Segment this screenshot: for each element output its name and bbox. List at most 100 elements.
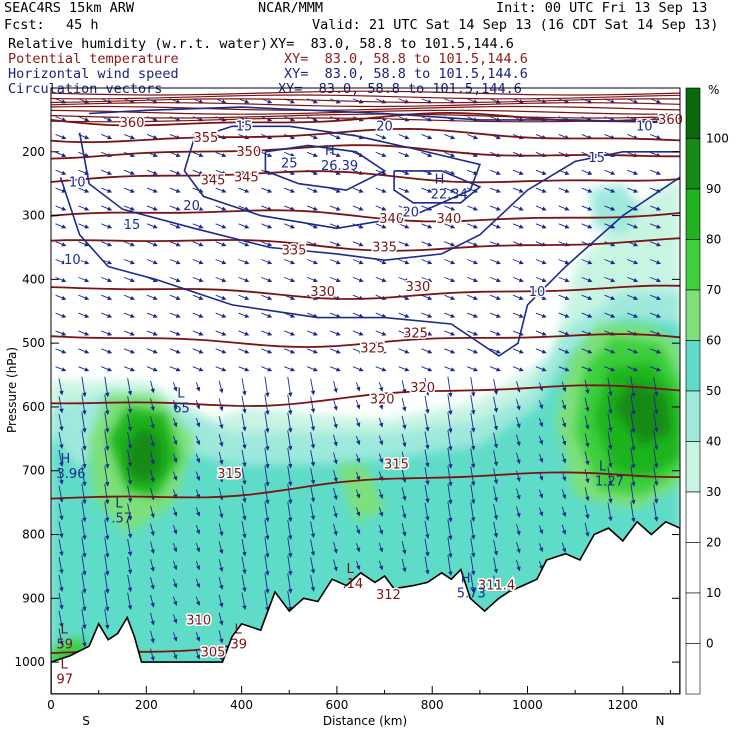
vector-arrow — [653, 484, 659, 504]
y-tick-label: 700 — [22, 464, 45, 478]
vector-arrow — [218, 523, 224, 537]
model-title: SEAC4RS 15km ARW — [4, 0, 135, 16]
vector-arrow — [421, 348, 433, 354]
vector-arrow — [493, 575, 499, 592]
vector-arrow — [218, 380, 224, 394]
vector-arrow — [329, 276, 341, 283]
init-time: Init: 00 UTC Fri 13 Sep 13 — [496, 0, 708, 16]
vector-arrow — [287, 483, 293, 505]
theta-contour — [51, 109, 680, 115]
vector-arrow — [123, 241, 135, 247]
vector-arrow — [329, 241, 341, 247]
theta-contour — [51, 209, 680, 223]
vector-arrow — [444, 276, 456, 283]
vector-arrow — [101, 330, 113, 336]
colorbar-label: 20 — [706, 536, 721, 550]
vector-arrow — [195, 596, 201, 606]
vector-arrow — [58, 610, 64, 628]
vector-arrow — [467, 294, 479, 300]
vector-arrow — [55, 312, 67, 318]
vector-arrow — [355, 417, 361, 428]
vector-arrow — [375, 259, 387, 265]
vector-arrow — [146, 241, 158, 247]
vector-arrow — [329, 151, 341, 158]
vector-arrow — [489, 348, 501, 354]
vector-arrow — [55, 366, 67, 372]
vector-arrow — [470, 376, 476, 397]
vector-arrow — [172, 382, 178, 392]
vector-arrow — [127, 503, 133, 521]
vector-arrow — [333, 452, 338, 465]
vector-arrow — [650, 294, 662, 300]
vector-arrow — [241, 431, 247, 450]
vector-arrow — [375, 205, 387, 211]
vector-arrow — [101, 348, 113, 354]
vector-arrow — [78, 187, 90, 193]
vector-arrow — [355, 435, 361, 446]
vector-arrow — [287, 501, 293, 523]
vector-arrow — [333, 470, 338, 483]
vector-arrow — [215, 223, 227, 229]
vector-arrow — [444, 259, 456, 265]
vector-arrow — [104, 483, 110, 505]
vector-arrow — [650, 241, 662, 247]
vector-arrow — [558, 366, 570, 372]
vector-arrow — [169, 276, 181, 283]
vector-arrow — [261, 294, 273, 300]
vector-arrow — [218, 398, 224, 412]
y-tick-label: 800 — [22, 528, 45, 542]
vector-arrow — [467, 259, 479, 265]
vector-arrow — [421, 187, 433, 193]
vector-arrow — [398, 223, 410, 229]
contour-labels: 360 355 350 345 340 340 335 335 330 330 325 325 320 3… — [57, 111, 685, 687]
vector-arrow — [535, 312, 547, 318]
colorbar-label: 10 — [706, 586, 721, 600]
vector-arrow — [104, 430, 110, 451]
vector-arrow — [261, 259, 273, 265]
theta-label: 335 — [372, 240, 397, 255]
vector-arrow — [150, 648, 155, 662]
vector-arrow — [150, 594, 155, 608]
vector-arrow — [306, 187, 318, 193]
vector-arrow — [241, 413, 247, 432]
vector-arrow — [127, 521, 133, 539]
wind-contour — [89, 106, 680, 124]
vector-arrow — [101, 294, 113, 300]
vector-arrow — [444, 169, 456, 175]
vector-arrow — [558, 294, 570, 300]
circulation-vectors — [55, 98, 662, 662]
vector-arrow — [467, 330, 479, 336]
vector-arrow — [218, 416, 224, 430]
colorbar-swatch — [685, 441, 701, 493]
vector-arrow — [169, 116, 181, 122]
vector-arrow — [215, 169, 227, 175]
vector-arrow — [581, 205, 593, 211]
colorbar-label: 30 — [706, 485, 721, 499]
vector-arrow — [81, 412, 87, 433]
vector-arrow — [375, 134, 387, 140]
vector-arrow — [467, 276, 479, 283]
vector-arrow — [398, 187, 410, 193]
vector-arrow — [146, 116, 158, 122]
vector-arrow — [650, 134, 662, 140]
vector-arrow — [630, 394, 636, 416]
vector-arrow — [284, 366, 296, 372]
theta-label: 355 — [193, 131, 218, 146]
vector-arrow — [352, 276, 364, 283]
theta-label: 312 — [376, 588, 401, 603]
extremum-value: 39 — [230, 637, 247, 652]
vector-arrow — [238, 276, 250, 283]
vector-arrow — [146, 366, 158, 372]
extremum-marker: H — [61, 452, 71, 467]
vector-arrow — [444, 205, 456, 211]
vector-arrow — [607, 395, 613, 415]
vector-arrow — [512, 294, 524, 300]
vector-arrow — [58, 396, 64, 414]
vector-arrow — [584, 451, 590, 466]
vector-arrow — [653, 412, 659, 433]
vector-arrow — [516, 381, 521, 393]
vector-arrow — [195, 578, 201, 589]
vector-arrow — [650, 366, 662, 372]
theta-label: 320 — [370, 392, 395, 407]
vector-arrow — [123, 330, 135, 336]
